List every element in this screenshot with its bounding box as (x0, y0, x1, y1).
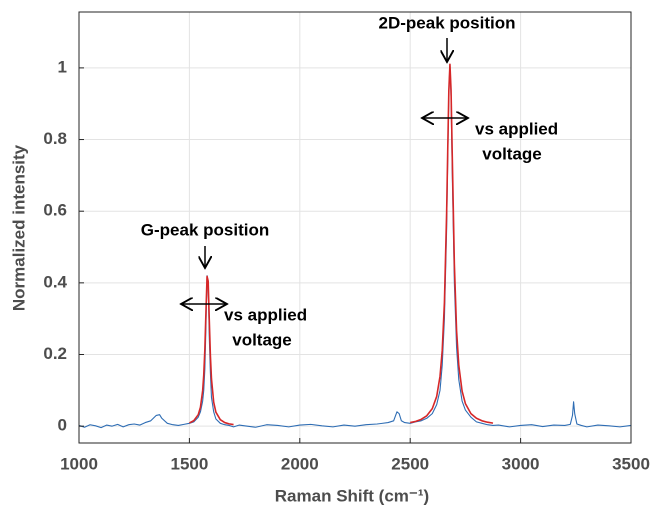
y-axis-label: Normalized intensity (9, 144, 28, 311)
y-tick-label: 0.2 (43, 344, 67, 363)
x-tick-label: 3000 (502, 454, 540, 473)
annotation: 2D-peak position (379, 13, 516, 32)
y-tick-label: 0.6 (43, 201, 67, 220)
x-tick-label: 2000 (281, 454, 319, 473)
y-tick-label: 0.4 (43, 272, 67, 291)
annotation: voltage (482, 144, 542, 163)
y-tick-label: 0 (58, 416, 67, 435)
x-tick-label: 1000 (60, 454, 98, 473)
annotation: G-peak position (141, 220, 269, 239)
x-tick-label: 1500 (170, 454, 208, 473)
y-tick-label: 1 (58, 57, 67, 76)
plot-area (78, 63, 632, 429)
y-tick-label: 0.8 (43, 129, 67, 148)
annotation: vs applied (475, 119, 558, 138)
x-tick-label: 3500 (612, 454, 650, 473)
axes-box (78, 11, 632, 444)
series-line (78, 63, 632, 429)
x-tick-label: 2500 (391, 454, 429, 473)
x-axis-label: Raman Shift (cm⁻¹) (275, 486, 429, 505)
series-line (189, 63, 494, 426)
annotation: vs applied (224, 305, 307, 324)
annotation: voltage (232, 330, 292, 349)
